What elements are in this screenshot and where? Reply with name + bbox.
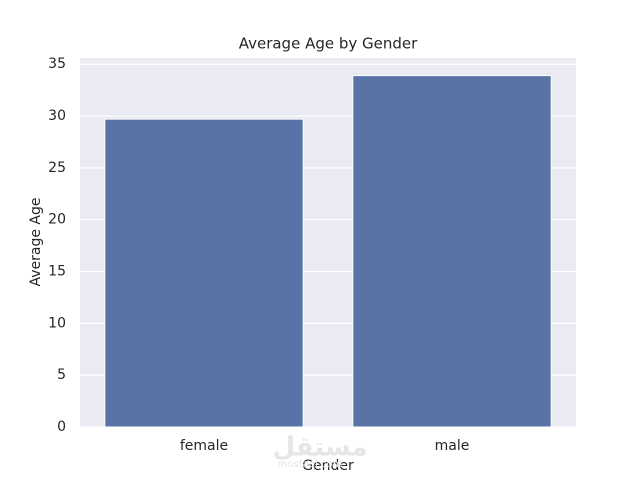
x-tick-label: male — [435, 438, 470, 454]
bar — [352, 75, 552, 428]
x-axis-label: Gender — [302, 458, 354, 474]
bar — [104, 118, 304, 428]
y-axis-label: Average Age — [28, 197, 44, 286]
y-tick-label: 0 — [57, 419, 66, 435]
watermark: مستقل — [272, 433, 367, 463]
y-tick-label: 30 — [48, 108, 66, 124]
x-tick-label: female — [180, 438, 228, 454]
y-tick-label: 5 — [57, 367, 66, 383]
y-tick-label: 20 — [48, 212, 66, 228]
y-tick-label: 10 — [48, 315, 66, 331]
bars — [104, 75, 552, 428]
y-tick-label: 15 — [48, 264, 66, 280]
y-tick-label: 35 — [48, 56, 66, 72]
chart-title: Average Age by Gender — [239, 35, 418, 53]
y-tick-label: 25 — [48, 160, 66, 176]
watermark-sub: mostaql.com — [278, 459, 343, 470]
